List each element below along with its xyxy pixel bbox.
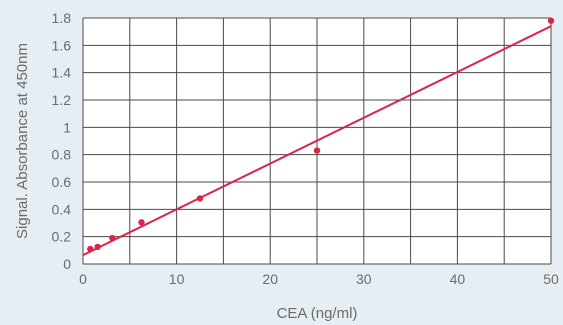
x-axis-ticks: 0 10 20 30 40 50	[79, 271, 559, 287]
y-tick-label: 1.6	[52, 37, 72, 53]
fit-line-path	[82, 25, 552, 257]
data-point	[109, 234, 116, 242]
data-point	[547, 17, 555, 24]
x-axis-title: CEA (ng/ml)	[277, 305, 358, 322]
x-tick-label: 10	[169, 271, 185, 287]
data-point	[196, 195, 204, 202]
y-tick-label: 1.2	[52, 92, 72, 108]
y-axis-title: Signal. Absorbance at 450nm	[14, 43, 31, 239]
x-tick-label: 0	[79, 271, 87, 287]
grid-lines	[82, 17, 552, 265]
data-point	[138, 219, 145, 226]
x-tick-label: 40	[450, 271, 466, 287]
y-tick-label: 0.6	[52, 174, 72, 190]
data-point	[313, 147, 321, 154]
x-tick-label: 50	[543, 271, 559, 287]
x-tick-label: 30	[356, 271, 372, 287]
data-point	[87, 245, 94, 253]
y-tick-label: 0.8	[52, 147, 72, 163]
data-point	[94, 243, 101, 251]
y-axis-ticks: 0 0.2 0.4 0.6 0.8 1 1.2 1.4 1.6 1.8	[52, 10, 72, 272]
y-tick-label: 0.4	[52, 201, 72, 217]
y-tick-label: 1.8	[52, 10, 72, 26]
y-tick-label: 0.2	[52, 229, 72, 245]
data-points	[87, 17, 555, 253]
x-tick-label: 20	[262, 271, 278, 287]
y-tick-label: 1	[63, 119, 71, 135]
fit-line	[82, 25, 552, 257]
y-tick-label: 0	[63, 256, 71, 272]
y-tick-label: 1.4	[52, 65, 72, 81]
